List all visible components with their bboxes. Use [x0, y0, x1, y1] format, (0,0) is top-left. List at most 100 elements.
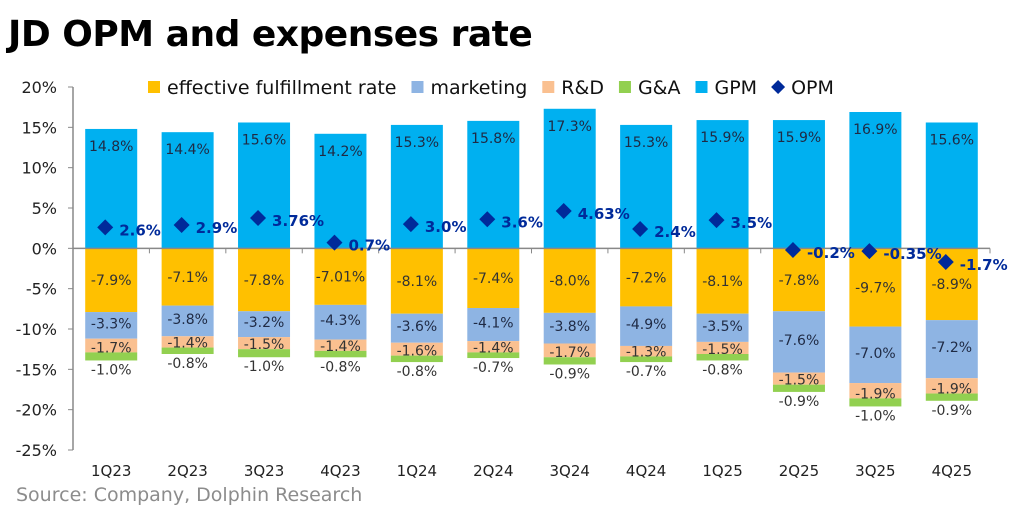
data-label: -0.7%: [626, 364, 667, 380]
data-label: -7.6%: [779, 333, 820, 349]
x-tick-label: 2Q25: [779, 462, 819, 480]
y-tick-label: 20%: [21, 78, 57, 97]
legend-swatch: [695, 81, 708, 93]
bar-gpm: [772, 120, 825, 249]
data-label: -8.1%: [397, 274, 438, 290]
data-label: -0.9%: [779, 394, 820, 410]
y-tick-label: 10%: [21, 159, 57, 178]
data-label-gpm: 16.9%: [853, 122, 897, 138]
x-tick-label: 3Q24: [549, 462, 589, 480]
y-tick-label: 0%: [32, 239, 57, 258]
bar-marketing: [696, 313, 749, 342]
bar-gpm: [161, 132, 214, 249]
bar-g-a: [390, 355, 443, 363]
data-label-opm: 3.5%: [731, 214, 773, 232]
bar-r-d: [85, 338, 138, 353]
bar-effective-fulfillment-rate: [467, 248, 520, 309]
data-label: -7.9%: [91, 273, 132, 289]
data-label: -4.1%: [473, 316, 514, 332]
data-label-gpm: 17.3%: [547, 119, 591, 135]
data-label-opm: 4.63%: [578, 205, 630, 223]
data-label-opm: 2.9%: [196, 219, 238, 237]
legend-marker-opm: [771, 80, 786, 94]
bar-g-a: [314, 350, 367, 358]
bar-gpm: [314, 133, 367, 249]
x-tick-label: 3Q25: [855, 462, 895, 480]
data-label: -3.2%: [244, 315, 285, 331]
data-label-opm: -1.7%: [960, 256, 1008, 274]
data-label: -1.0%: [244, 359, 285, 375]
bar-g-a: [467, 352, 520, 359]
opm-marker: [555, 202, 572, 219]
data-label: -0.8%: [320, 359, 361, 375]
bar-marketing: [238, 311, 291, 338]
bar-effective-fulfillment-rate: [161, 248, 214, 306]
bar-effective-fulfillment-rate: [772, 248, 825, 312]
legend-swatch: [542, 81, 555, 93]
data-label: -1.9%: [855, 386, 896, 402]
data-label: -7.0%: [855, 346, 896, 362]
data-label: -1.9%: [931, 382, 972, 398]
data-label-opm: 2.6%: [119, 221, 161, 239]
data-label-opm: 3.6%: [501, 213, 543, 231]
data-label-opm: 2.4%: [654, 223, 696, 241]
bar-r-d: [543, 343, 596, 358]
data-label-opm: 3.76%: [272, 212, 324, 230]
opm-marker: [173, 216, 190, 233]
bar-gpm: [849, 112, 902, 249]
data-label: -0.8%: [702, 362, 743, 378]
bar-effective-fulfillment-rate: [696, 248, 749, 314]
data-label: -1.6%: [397, 344, 438, 360]
data-label: -0.8%: [167, 356, 208, 372]
data-label: -1.5%: [779, 373, 820, 389]
data-label: -1.7%: [91, 340, 132, 356]
bar-marketing: [620, 306, 673, 346]
bar-g-a: [161, 347, 214, 355]
data-label: -8.9%: [931, 277, 972, 293]
data-label: -3.6%: [397, 319, 438, 335]
data-label-opm: -0.35%: [883, 245, 941, 263]
bar-g-a: [849, 398, 902, 407]
bar-r-d: [390, 342, 443, 356]
data-label: -3.3%: [91, 316, 132, 332]
bar-r-d: [238, 337, 291, 350]
bar-g-a: [620, 356, 673, 363]
data-label-gpm: 15.9%: [700, 130, 744, 146]
bar-effective-fulfillment-rate: [620, 248, 673, 307]
data-label-opm: 3.0%: [425, 218, 467, 236]
data-label: -0.9%: [549, 366, 590, 382]
data-label-gpm: 14.4%: [165, 142, 209, 158]
bar-effective-fulfillment-rate: [543, 248, 596, 313]
legend-label: marketing: [430, 77, 527, 99]
data-label: -1.3%: [626, 344, 667, 360]
x-tick-label: 4Q24: [626, 462, 666, 480]
data-label: -0.7%: [473, 360, 514, 376]
data-label: -3.8%: [549, 319, 590, 335]
data-label-gpm: 15.6%: [242, 132, 286, 148]
legend-label: R&D: [561, 77, 604, 99]
x-tick-label: 4Q25: [932, 462, 972, 480]
bar-g-a: [696, 354, 749, 361]
data-label: -7.4%: [473, 271, 514, 287]
data-label: -7.8%: [779, 273, 820, 289]
opm-marker: [861, 243, 878, 260]
bar-gpm: [543, 108, 596, 249]
bar-g-a: [925, 393, 978, 401]
bar-effective-fulfillment-rate: [85, 248, 138, 313]
bar-marketing: [849, 326, 902, 384]
bar-marketing: [161, 305, 214, 337]
bar-marketing: [390, 313, 443, 343]
data-label: -0.9%: [931, 403, 972, 419]
x-tick-label: 1Q23: [91, 462, 131, 480]
y-tick-label: -10%: [16, 320, 57, 339]
y-tick-label: -15%: [16, 360, 57, 379]
data-label: -8.0%: [549, 274, 590, 290]
opm-marker: [937, 254, 954, 271]
data-label-gpm: 15.3%: [624, 135, 668, 151]
data-label: -7.2%: [931, 340, 972, 356]
opm-marker: [326, 234, 343, 251]
data-label: -7.8%: [244, 273, 285, 289]
data-label-gpm: 15.9%: [777, 130, 821, 146]
bar-r-d: [772, 372, 825, 385]
